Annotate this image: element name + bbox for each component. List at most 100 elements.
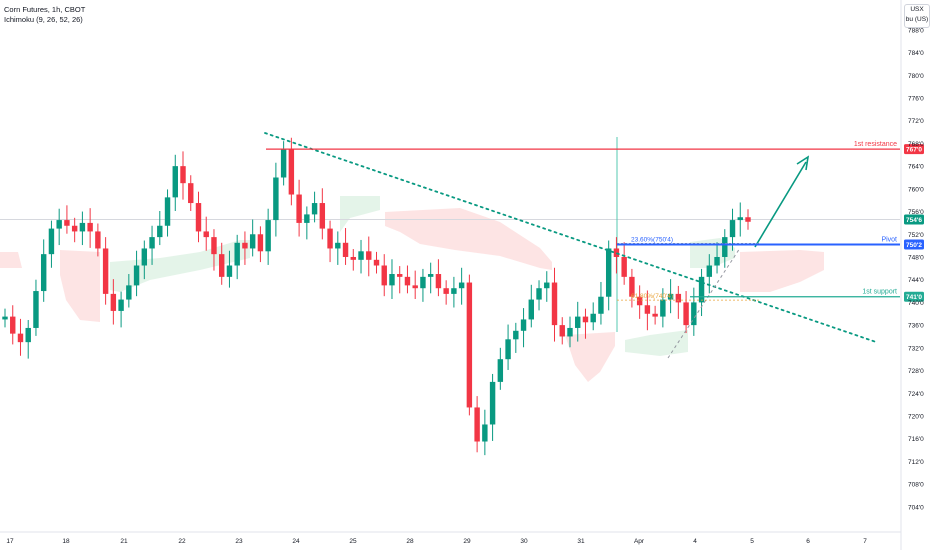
- price-tick-label: 788'0: [908, 27, 924, 34]
- price-tick-label: 744'0: [908, 277, 924, 284]
- candle-33: [257, 226, 264, 263]
- cloud-1: [60, 250, 100, 322]
- currency-label: USX: [910, 6, 924, 13]
- level-label: 1st resistance: [854, 141, 897, 148]
- price-tick-label: 736'0: [908, 323, 924, 330]
- candle-28: [218, 242, 225, 285]
- candle-91: [706, 254, 713, 294]
- candle-54: [420, 268, 426, 302]
- time-tick-label: 4: [693, 538, 697, 545]
- candle-56: [435, 259, 442, 297]
- time-tick-label: Apr: [634, 538, 645, 545]
- price-tick-label: 748'0: [908, 254, 924, 261]
- time-tick-label: 30: [520, 538, 528, 545]
- last-price-tag: 754'6: [904, 214, 924, 225]
- candle-38: [296, 179, 302, 237]
- candle-77: [598, 281, 604, 325]
- price-axis[interactable]: 788'0 784'0 780'0 776'0 772'0 768'0 764'0 760'0…: [900, 0, 924, 550]
- candle-66: [513, 322, 519, 353]
- candle-11: [87, 208, 93, 248]
- price-tick-label: 708'0: [908, 482, 924, 489]
- candle-75: [582, 308, 589, 339]
- price-tick-label: 704'0: [908, 504, 924, 511]
- fib-label-lower: 61.80%(740'4): [631, 293, 673, 300]
- chart-title: Corn Futures, 1h, CBOT: [4, 5, 86, 14]
- candle-46: [358, 239, 364, 274]
- candle-80: [621, 242, 627, 285]
- candle-52: [404, 265, 411, 294]
- fib-diagonal: [667, 247, 741, 359]
- candle-4: [33, 279, 39, 336]
- last-price-label: 754'6: [906, 217, 922, 224]
- candle-2: [17, 318, 24, 356]
- candle-93: [722, 229, 728, 268]
- time-tick-label: 6: [806, 538, 810, 545]
- price-tick-label: 776'0: [908, 96, 924, 103]
- cloud-6: [625, 330, 688, 356]
- candle-27: [211, 229, 217, 271]
- candle-9: [71, 217, 78, 243]
- candle-10: [79, 211, 86, 246]
- candle-29: [226, 250, 233, 288]
- cloud-8: [740, 250, 824, 292]
- candle-13: [102, 237, 109, 305]
- candle-74: [575, 301, 581, 342]
- time-tick-label: 18: [62, 538, 70, 545]
- level-label: 1st support: [862, 289, 897, 296]
- time-tick-label: 5: [750, 538, 754, 545]
- candle-96: [745, 209, 751, 230]
- candle-3: [25, 320, 31, 359]
- level-price-tag: 767'0: [904, 144, 924, 155]
- unit-label: bu (US): [905, 16, 929, 23]
- level-1st-resistance: 1st resistance 767'0: [266, 141, 924, 155]
- time-tick-label: 24: [292, 538, 300, 545]
- candle-70: [544, 271, 550, 302]
- candle-82: [636, 285, 643, 319]
- candle-8: [64, 205, 70, 234]
- candle-87: [675, 285, 682, 319]
- candle-12: [95, 223, 101, 257]
- time-tick-label: 21: [120, 538, 128, 545]
- candle-34: [265, 208, 271, 265]
- indicator-label: Ichimoku (9, 26, 52, 26): [4, 15, 83, 24]
- candle-92: [714, 242, 720, 274]
- candle-73: [567, 316, 573, 348]
- cloud-3: [340, 196, 380, 232]
- candle-85: [660, 288, 666, 328]
- price-tick-label: 784'0: [908, 50, 924, 57]
- price-tick-label: 772'0: [908, 118, 924, 125]
- trendline: [264, 132, 877, 343]
- level-label: Pivot: [881, 236, 897, 243]
- time-axis[interactable]: 17 18 21 22 23 24 25 28 29 30 31 Apr 4 5 6 7: [0, 531, 901, 545]
- price-tick-label: 764'0: [908, 164, 924, 171]
- candle-23: [180, 151, 186, 200]
- time-tick-label: 23: [235, 538, 243, 545]
- candle-65: [505, 324, 511, 370]
- candle-83: [644, 290, 651, 331]
- candle-44: [342, 228, 349, 265]
- candle-22: [172, 154, 178, 211]
- candle-78: [605, 240, 612, 311]
- price-tick-label: 720'0: [908, 413, 924, 420]
- candle-62: [482, 409, 488, 456]
- candle-76: [590, 302, 596, 331]
- candle-30: [234, 234, 240, 280]
- candle-68: [528, 284, 535, 328]
- candle-67: [520, 308, 527, 348]
- price-tick-label: 732'0: [908, 345, 924, 352]
- candle-1: [10, 305, 16, 345]
- price-tick-label: 752'0: [908, 232, 924, 239]
- candle-69: [536, 280, 542, 311]
- candle-41: [319, 188, 326, 240]
- price-tick-label: 728'0: [908, 368, 924, 375]
- candle-16: [126, 274, 132, 308]
- price-tick-label: 712'0: [908, 459, 924, 466]
- price-tick-label: 756'0: [908, 209, 924, 216]
- candle-59: [458, 267, 465, 305]
- currency-selector[interactable]: USX bu (US): [904, 4, 930, 28]
- candle-26: [203, 216, 209, 251]
- candle-71: [551, 267, 558, 342]
- candle-50: [389, 259, 395, 299]
- candle-86: [667, 279, 674, 314]
